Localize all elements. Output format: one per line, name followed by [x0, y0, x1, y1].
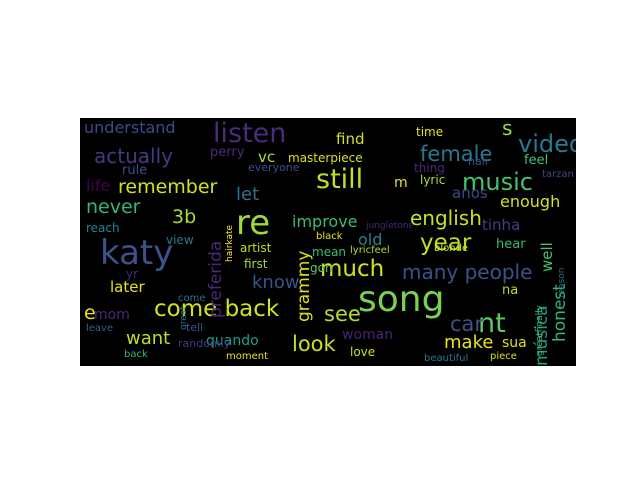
word-randomly: randomly — [178, 337, 231, 350]
word-later: later — [110, 278, 145, 296]
word-come: come — [178, 293, 206, 304]
word-everyone: everyone — [248, 161, 300, 174]
word-video: video — [518, 130, 576, 158]
word-vc: vc — [258, 148, 276, 166]
word-reach: reach — [86, 221, 120, 235]
word-never: never — [86, 196, 141, 218]
word-mom: mom — [94, 307, 130, 323]
word-3b: 3b — [172, 206, 197, 228]
word-understand: understand — [84, 118, 176, 137]
word-jungletone: jungletone — [366, 221, 414, 231]
word-listen: listen — [213, 118, 287, 149]
word-nt: nt — [478, 308, 506, 339]
word-perry: perry — [210, 145, 245, 160]
word-hear: hear — [496, 237, 526, 252]
word-leave: leave — [86, 323, 114, 334]
word-moment: hairkate — [225, 224, 235, 262]
word-e: e — [84, 302, 96, 324]
word-actually: actually — [94, 144, 173, 168]
word-beautiful: beautiful — [424, 353, 469, 364]
word-let: let — [236, 184, 260, 205]
word-remember: remember — [118, 176, 218, 198]
word-cloud: song katy listen re still much come back… — [80, 118, 576, 366]
word-preferida: preferida — [206, 240, 226, 318]
word-yr: yr — [126, 267, 139, 281]
word-tell: tell — [186, 321, 204, 334]
word-artist: artist — [240, 241, 272, 255]
word-improve: improve — [292, 212, 358, 231]
word-feel: feel — [524, 153, 549, 168]
word-s: s — [502, 118, 513, 140]
word-know: know — [252, 272, 300, 293]
word-first: first — [244, 257, 268, 271]
word-come-back: come back — [154, 296, 280, 322]
word-blonde: blonde — [434, 243, 469, 254]
word-view: view — [166, 233, 194, 247]
word-tarzan: tarzan — [542, 169, 574, 180]
word-rule: rule — [122, 163, 148, 178]
word-anos: anos — [452, 184, 488, 202]
word-year: year — [420, 230, 472, 256]
word-masterpiece: masterpiece — [288, 151, 363, 165]
word-lyric: lyric — [420, 173, 446, 187]
word-see: see — [324, 302, 361, 326]
word-hair: hair — [468, 155, 490, 168]
word-greatfinally: greatfinally — [535, 304, 545, 356]
word-quando: quando — [206, 333, 259, 349]
word-thing: thing — [414, 161, 445, 175]
word-music: music — [462, 168, 533, 196]
word-m: m — [394, 175, 408, 191]
word-female: female — [420, 142, 493, 166]
word-much: much — [320, 256, 385, 282]
word-piece: piece — [490, 351, 517, 362]
word-old: old — [358, 230, 383, 249]
word-find: find — [336, 130, 365, 148]
word-reason: reason — [557, 267, 567, 298]
word-tinha: tinha — [482, 216, 521, 234]
word-katy: katy — [100, 233, 174, 273]
word-song: song — [358, 279, 445, 320]
word-many-people: many people — [402, 260, 533, 284]
word-want: want — [126, 328, 171, 349]
word-time: time — [416, 125, 444, 139]
word-hairkate: moment — [226, 351, 269, 362]
word-woman: woman — [342, 327, 394, 343]
word-still: still — [316, 164, 364, 195]
word-gon: gon — [310, 261, 333, 275]
word-car: car — [450, 312, 484, 336]
word-black: black — [316, 231, 343, 242]
word-well: well — [538, 242, 556, 272]
word-na: na — [502, 283, 519, 298]
word-look: look — [292, 332, 336, 356]
word-back: back — [124, 349, 148, 360]
word-make: make — [444, 332, 494, 353]
word-life: life — [86, 176, 111, 195]
word-enough: enough — [500, 192, 561, 211]
word-sua: sua — [502, 335, 527, 351]
word-love: love — [350, 345, 376, 359]
word-re: re — [236, 203, 271, 243]
word-mean: mean — [312, 245, 347, 259]
word-english: english — [410, 206, 482, 230]
word-lyricfeel: lyricfeel — [350, 245, 390, 256]
